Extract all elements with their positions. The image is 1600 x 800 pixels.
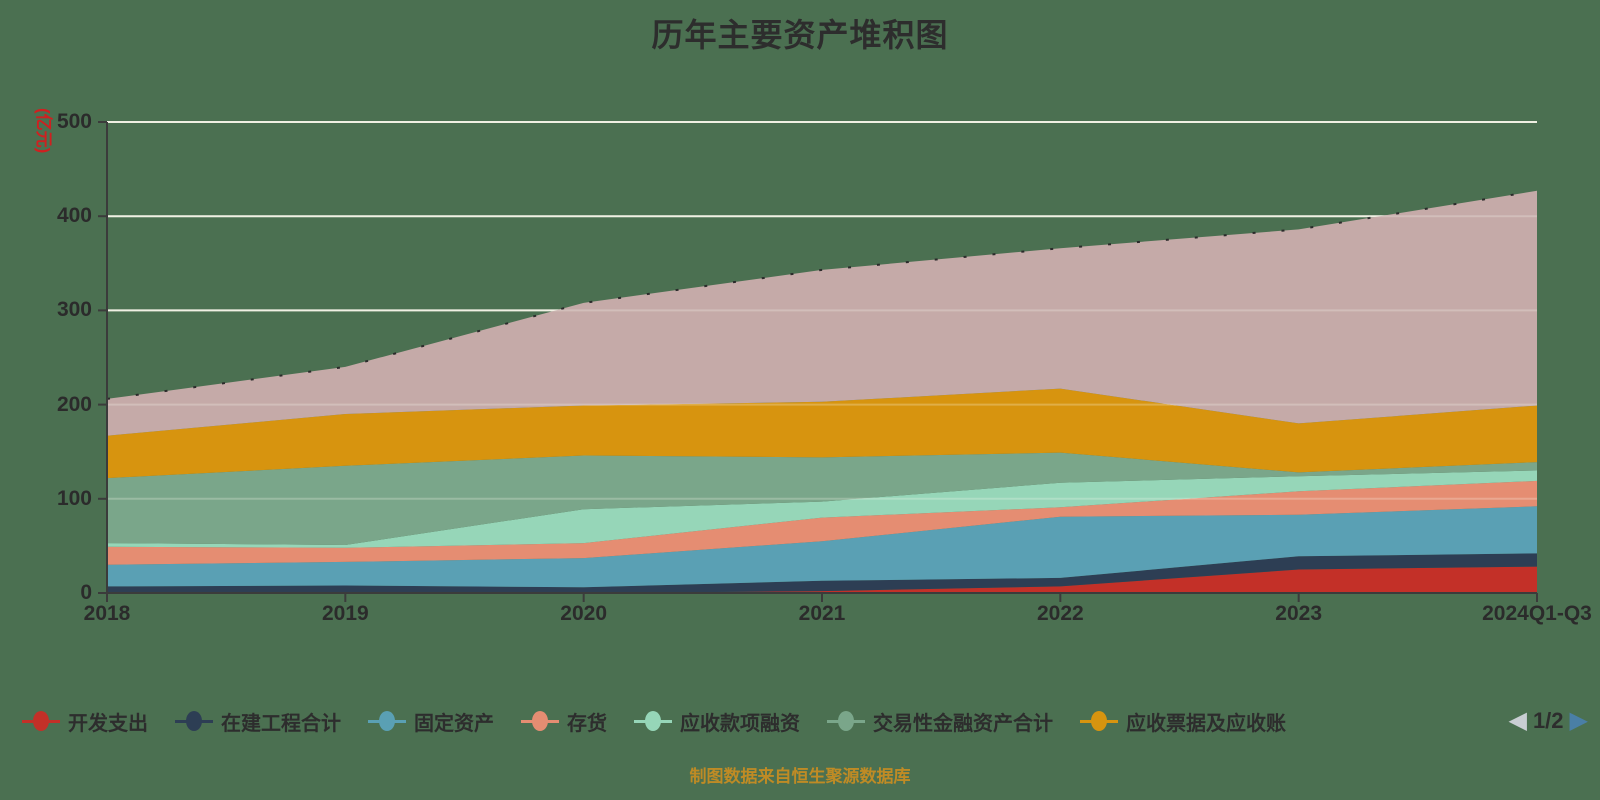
legend-line-dot-icon bbox=[634, 710, 672, 732]
y-tick-label-200: 200 bbox=[56, 392, 92, 416]
y-tick-label-300: 300 bbox=[56, 298, 92, 322]
y-tick-label-400: 400 bbox=[56, 204, 92, 228]
area-series-交易性金融资产合计[interactable] bbox=[107, 452, 1537, 545]
x-tick-label-2019: 2019 bbox=[321, 602, 369, 625]
legend-next-page-arrow-icon[interactable]: ▶ bbox=[1569, 707, 1588, 734]
legend-line-dot-icon bbox=[1080, 710, 1118, 732]
x-tick-label-2024Q1-Q3: 2024Q1-Q3 bbox=[1482, 602, 1592, 625]
area-series-开发支出[interactable] bbox=[107, 566, 1537, 593]
y-tick-label-0: 0 bbox=[80, 581, 92, 604]
y-tick-label-500: 500 bbox=[56, 110, 92, 133]
legend-line-dot-icon bbox=[521, 710, 559, 732]
legend-item-label: 应收款项融资 bbox=[680, 712, 800, 735]
legend-line-dot-icon bbox=[175, 710, 213, 732]
legend-item-存货[interactable]: 存货 bbox=[521, 707, 607, 736]
legend-item-label: 交易性金融资产合计 bbox=[873, 712, 1053, 735]
area-series-在建工程合计[interactable] bbox=[107, 553, 1537, 593]
legend-item-label: 存货 bbox=[567, 712, 607, 735]
area-series-固定资产[interactable] bbox=[107, 506, 1537, 588]
x-tick-label-2023: 2023 bbox=[1275, 602, 1323, 625]
area-series-应收款项融资[interactable] bbox=[107, 470, 1537, 548]
legend-item-label: 应收票据及应收账 bbox=[1126, 712, 1286, 735]
legend-item-label: 固定资产 bbox=[414, 712, 494, 735]
x-tick-label-2022: 2022 bbox=[1036, 602, 1084, 625]
legend-item-开发支出[interactable]: 开发支出 bbox=[22, 707, 148, 736]
stack-total-top-edge bbox=[106, 189, 1538, 400]
legend-item-label: 开发支出 bbox=[68, 712, 148, 735]
x-tick-label-2020: 2020 bbox=[560, 602, 608, 625]
legend-bar: 开发支出 在建工程合计 固定资产 存货 应收款项融资 交易性金融资产合计 应收票据及应收账 … bbox=[22, 700, 1588, 742]
page-title: 历年主要资产堆积图 bbox=[651, 17, 949, 53]
data-source-note: 制图数据来自恒生聚源数据库 bbox=[689, 767, 911, 786]
x-tick-label-2021: 2021 bbox=[798, 602, 846, 625]
area-series-unlabeled-7[interactable] bbox=[107, 190, 1537, 436]
legend-line-dot-icon bbox=[368, 710, 406, 732]
legend-page-indicator: 1/2 bbox=[1532, 708, 1564, 733]
legend-item-交易性金融资产合计[interactable]: 交易性金融资产合计 bbox=[827, 707, 1053, 736]
legend-line-dot-icon bbox=[22, 710, 60, 732]
area-series-应收票据及应收账[interactable] bbox=[107, 388, 1537, 479]
legend-item-应收款项融资[interactable]: 应收款项融资 bbox=[634, 707, 800, 736]
y-tick-label-100: 100 bbox=[56, 486, 92, 510]
legend-item-label: 在建工程合计 bbox=[221, 712, 341, 735]
x-tick-label-2018: 2018 bbox=[83, 602, 131, 625]
legend-item-在建工程合计[interactable]: 在建工程合计 bbox=[175, 707, 341, 736]
area-series-存货[interactable] bbox=[107, 480, 1537, 565]
legend-prev-page-arrow-icon[interactable]: ◀ bbox=[1508, 707, 1527, 734]
legend-pagination: ◀ 1/2 ▶ bbox=[1508, 708, 1588, 734]
legend-item-固定资产[interactable]: 固定资产 bbox=[368, 707, 494, 736]
legend-item-应收票据及应收账[interactable]: 应收票据及应收账 bbox=[1080, 707, 1286, 736]
legend-line-dot-icon bbox=[827, 710, 865, 732]
